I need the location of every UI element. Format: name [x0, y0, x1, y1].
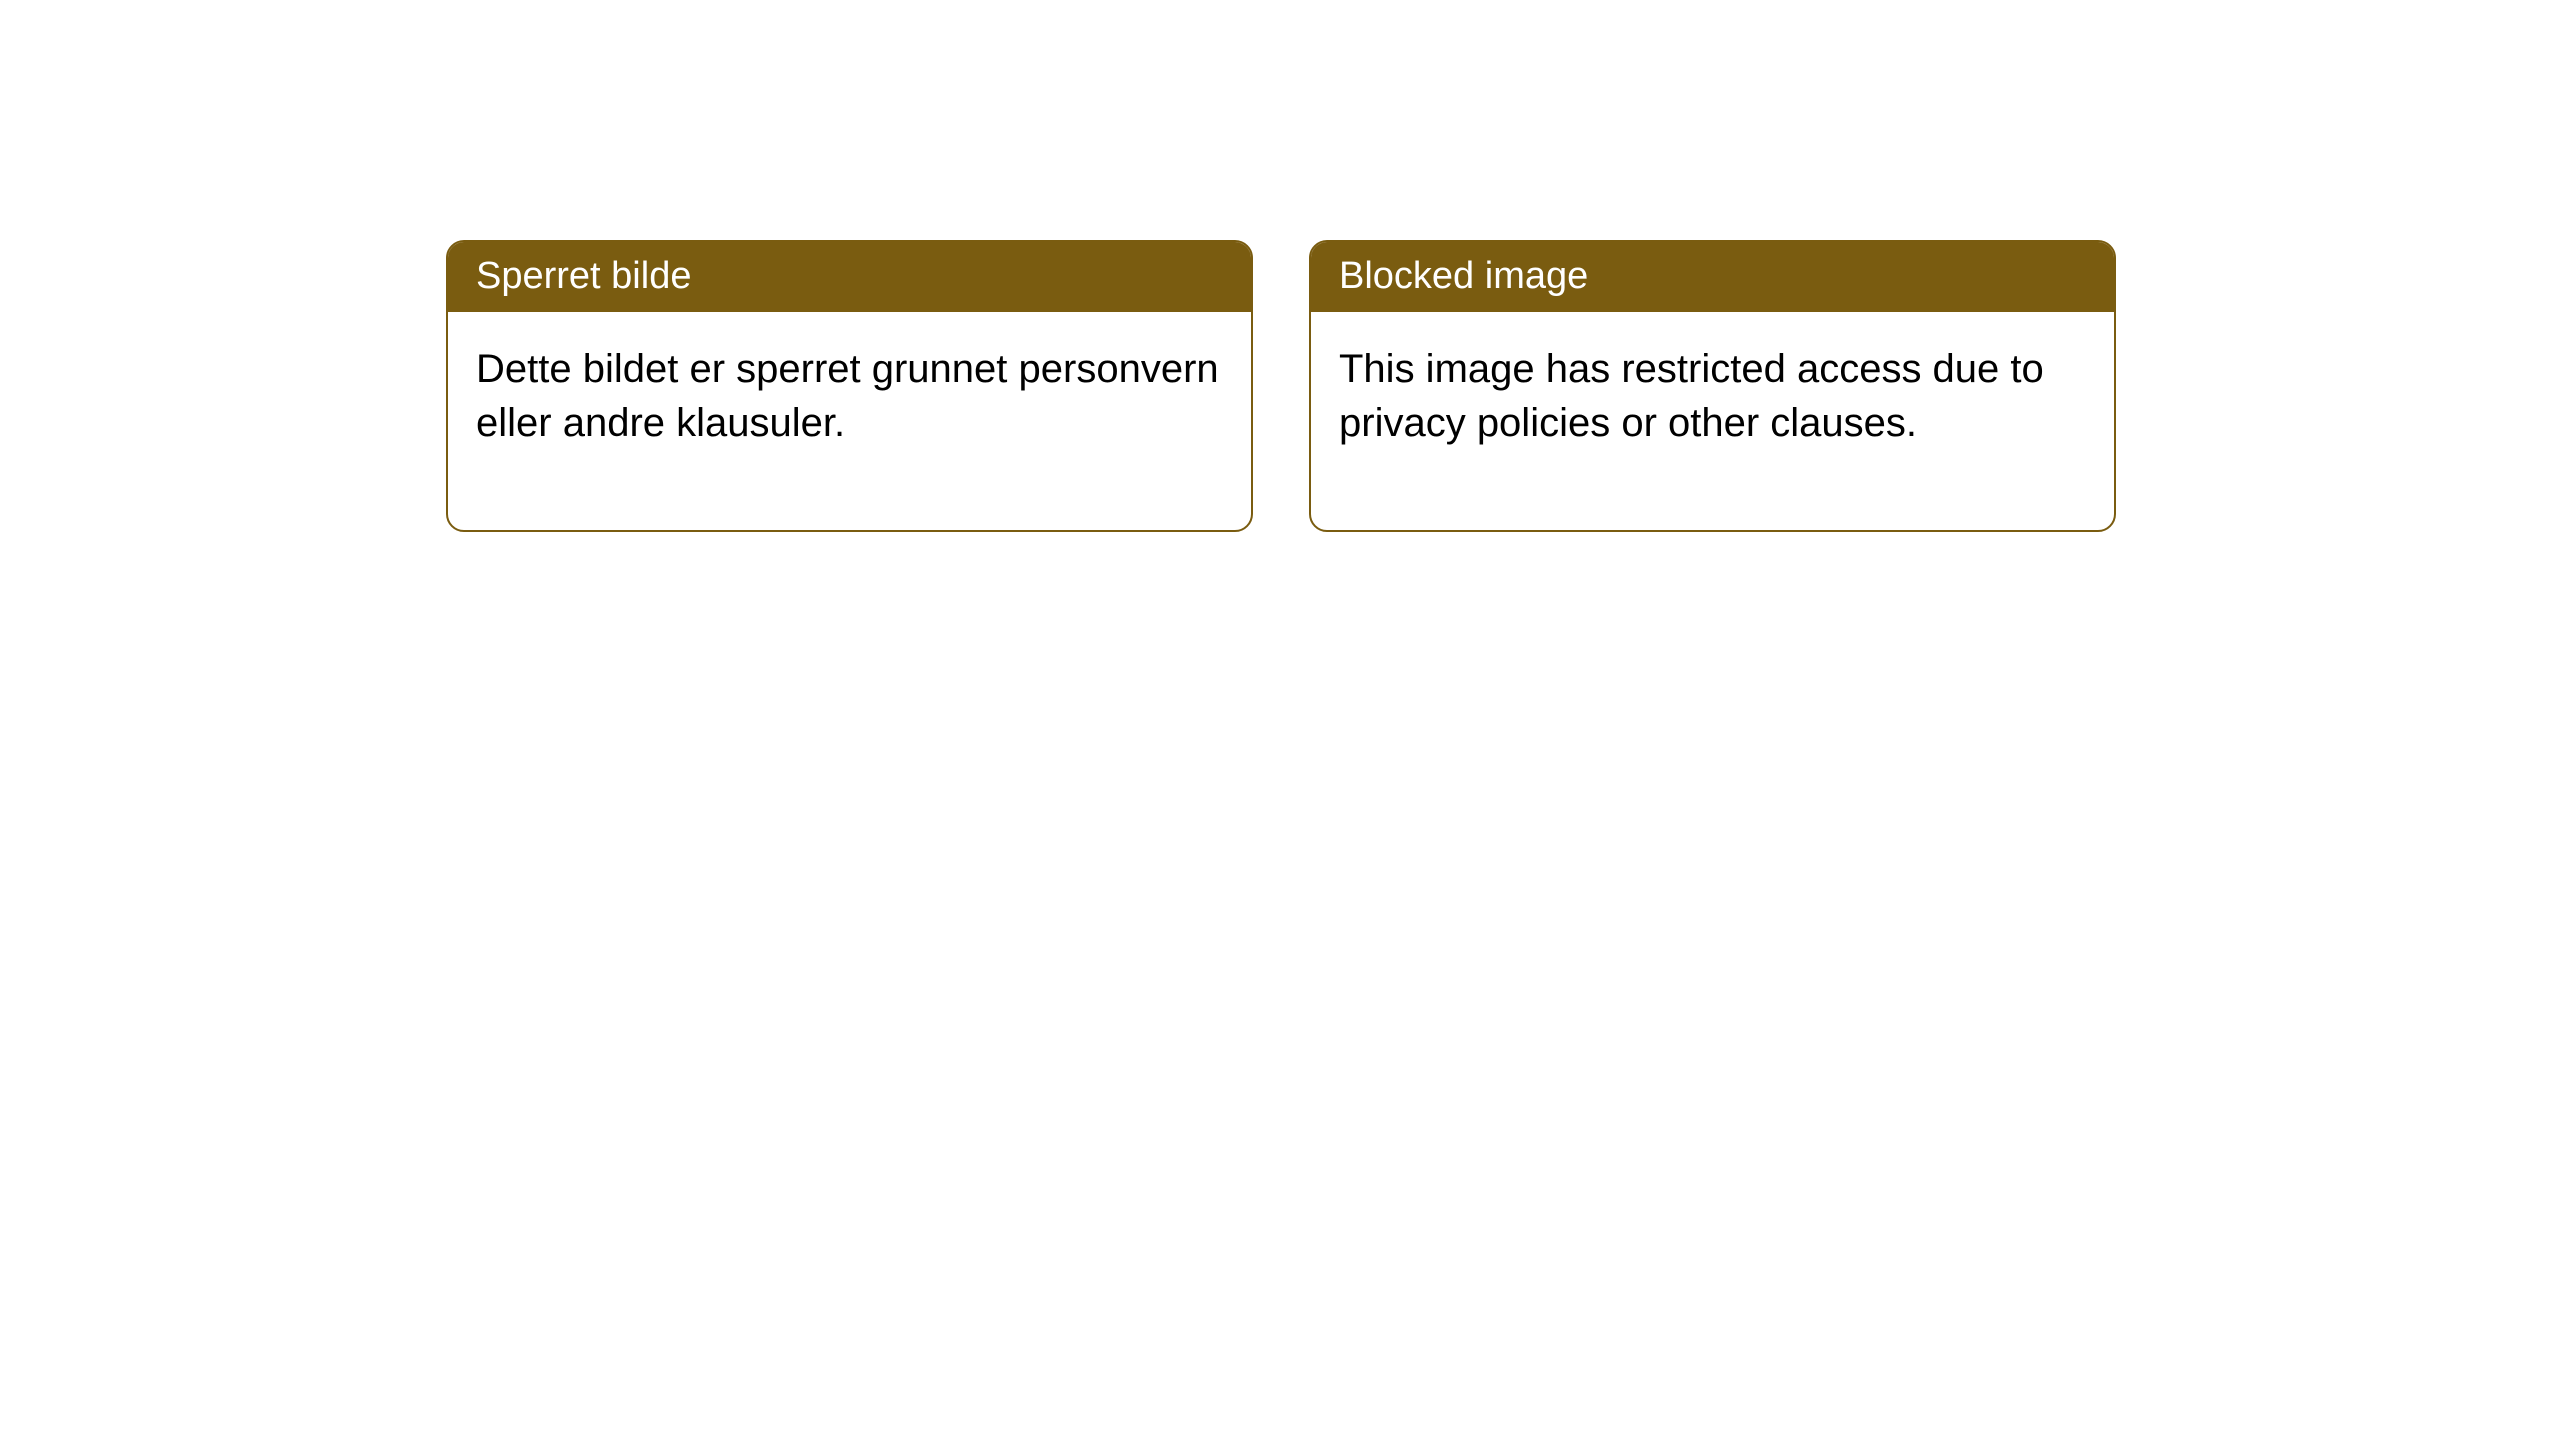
notice-message: This image has restricted access due to … [1311, 312, 2114, 530]
notice-message: Dette bildet er sperret grunnet personve… [448, 312, 1251, 530]
notice-title: Blocked image [1311, 242, 2114, 312]
notice-card-norwegian: Sperret bilde Dette bildet er sperret gr… [446, 240, 1253, 532]
notice-title: Sperret bilde [448, 242, 1251, 312]
notice-container: Sperret bilde Dette bildet er sperret gr… [446, 240, 2116, 532]
notice-card-english: Blocked image This image has restricted … [1309, 240, 2116, 532]
